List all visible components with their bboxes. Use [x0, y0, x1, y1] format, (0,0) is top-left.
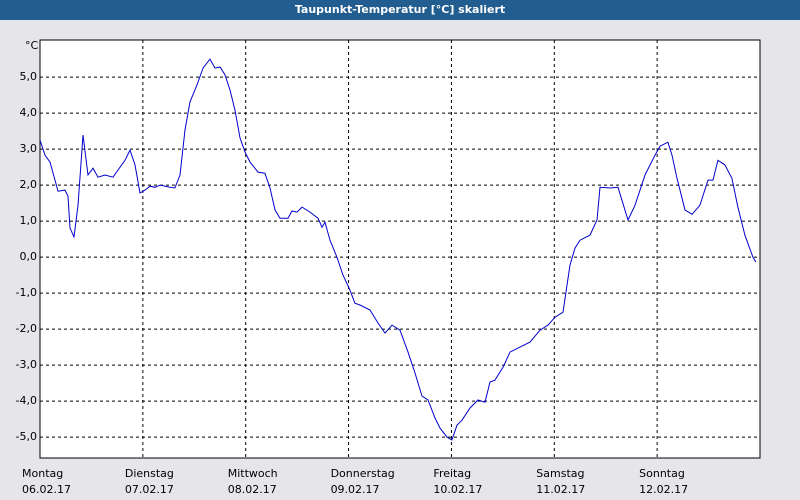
y-tick-label: -4,0 — [16, 394, 37, 407]
x-tick-date: 07.02.17 — [125, 483, 174, 496]
x-tick-label: Samstag — [536, 467, 584, 480]
y-tick-label: -3,0 — [16, 358, 37, 371]
y-tick-label: 3,0 — [20, 142, 38, 155]
y-tick-label: -2,0 — [16, 322, 37, 335]
y-tick-label: -1,0 — [16, 286, 37, 299]
y-tick-label: 5,0 — [20, 70, 38, 83]
title-bar — [0, 0, 800, 20]
x-tick-label: Mittwoch — [228, 467, 278, 480]
data-line — [39, 58, 757, 441]
x-tick-date: 06.02.17 — [22, 483, 71, 496]
x-tick-date: 11.02.17 — [536, 483, 585, 496]
x-tick-label: Sonntag — [639, 467, 685, 480]
x-tick-date: 12.02.17 — [639, 483, 688, 496]
x-tick-label: Dienstag — [125, 467, 174, 480]
y-tick-label: 0,0 — [20, 250, 38, 263]
x-tick-date: 09.02.17 — [331, 483, 380, 496]
x-tick-label: Montag — [22, 467, 63, 480]
y-tick-label: 2,0 — [20, 178, 38, 191]
x-tick-label: Donnerstag — [331, 467, 395, 480]
y-unit: °C — [25, 39, 39, 52]
y-tick-label: 1,0 — [20, 214, 38, 227]
x-tick-label: Freitag — [433, 467, 471, 480]
plot-area — [39, 39, 761, 459]
x-tick-date: 08.02.17 — [228, 483, 277, 496]
y-tick-label: -5,0 — [16, 430, 37, 443]
x-tick-date: 10.02.17 — [433, 483, 482, 496]
y-tick-label: 4,0 — [20, 106, 38, 119]
chart-title: Taupunkt-Temperatur [°C] skaliert — [295, 3, 505, 16]
